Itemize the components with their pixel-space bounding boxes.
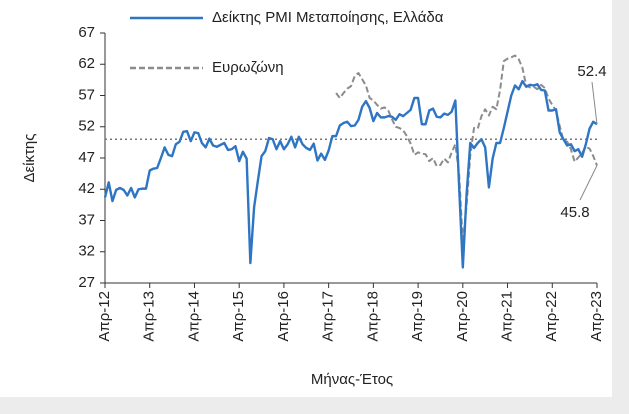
y-axis-title: Δείκτης	[21, 133, 38, 182]
series-line	[103, 79, 598, 269]
x-tick-label: Απρ-22	[543, 291, 560, 342]
y-tick-label: 42	[78, 180, 95, 197]
x-tick-label: Απρ-18	[364, 291, 381, 342]
annotation-leader	[591, 81, 598, 125]
x-tick-label: Απρ-21	[499, 291, 516, 342]
x-tick-label: Απρ-14	[185, 291, 202, 342]
x-tick-label: Απρ-16	[275, 291, 292, 342]
annotation-leader	[579, 165, 598, 201]
y-tick-label: 27	[78, 274, 95, 291]
x-tick-label: Απρ-19	[409, 291, 426, 342]
annotation-label: 45.8	[560, 204, 589, 221]
y-tick-label: 37	[78, 211, 95, 228]
x-tick-label: Απρ-17	[320, 291, 337, 342]
legend-label: Δείκτης PMI Μεταποίησης, Ελλάδα	[212, 9, 444, 26]
chart-panel	[0, 0, 612, 397]
y-tick-label: 57	[78, 86, 95, 103]
annotation-label: 52.4	[577, 63, 606, 80]
x-tick-label: Απρ-12	[96, 291, 113, 342]
x-tick-label: Απρ-13	[141, 291, 158, 342]
y-tick-label: 62	[78, 55, 95, 72]
x-tick-label: Απρ-20	[454, 291, 471, 342]
x-tick-label: Απρ-15	[230, 291, 247, 342]
x-axis-title: Μήνας-Έτος	[311, 371, 393, 388]
y-tick-label: 32	[78, 243, 95, 260]
legend-label: Ευρωζώνη	[212, 59, 284, 76]
y-tick-label: 67	[78, 24, 95, 41]
x-tick-label: Απρ-23	[588, 291, 605, 342]
y-tick-label: 47	[78, 149, 95, 166]
y-tick-label: 52	[78, 118, 95, 135]
